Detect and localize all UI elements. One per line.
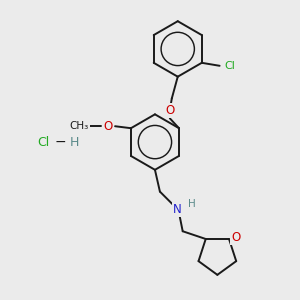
Text: O: O xyxy=(165,104,174,117)
Text: CH₃: CH₃ xyxy=(70,121,89,131)
Text: H: H xyxy=(188,200,196,209)
Text: H: H xyxy=(70,136,80,148)
Text: Cl: Cl xyxy=(37,136,49,148)
Text: N: N xyxy=(173,203,182,216)
Text: Cl: Cl xyxy=(224,61,235,71)
Text: O: O xyxy=(231,230,241,244)
Text: O: O xyxy=(103,120,113,133)
Text: −: − xyxy=(55,135,67,149)
